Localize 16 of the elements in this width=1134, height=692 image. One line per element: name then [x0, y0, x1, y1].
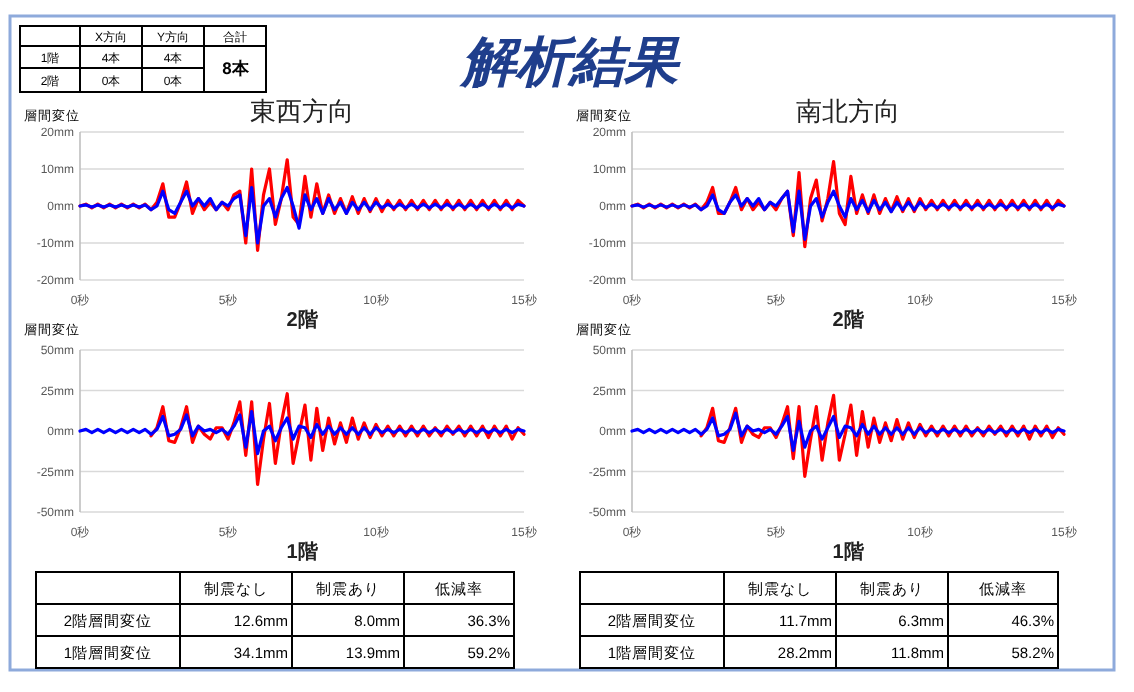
- line-series: [699, 393, 1066, 478]
- chart-title: 南北方向: [796, 96, 900, 126]
- line-series: [78, 409, 526, 456]
- text: 8本: [222, 57, 248, 78]
- chart-title: 東西方向: [250, 96, 354, 126]
- line-series: [630, 189, 1066, 241]
- text: 解析結果: [458, 32, 682, 92]
- x-axis-title: 2階: [286, 308, 320, 332]
- line-series: [630, 160, 1066, 249]
- line-series: [78, 185, 526, 245]
- line-series: [149, 392, 526, 487]
- line-series: [630, 411, 1066, 453]
- x-axis-title: 1階: [286, 540, 320, 564]
- x-axis-title: 2階: [832, 308, 866, 332]
- line-series: [78, 158, 526, 252]
- x-axis-title: 1階: [832, 540, 866, 564]
